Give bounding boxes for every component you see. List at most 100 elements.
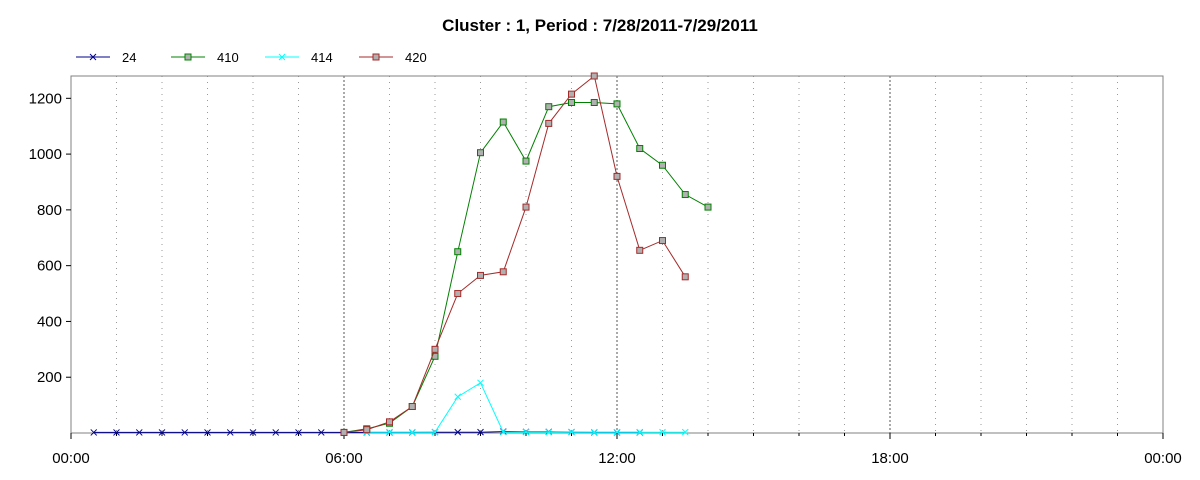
- data-point: [363, 426, 371, 434]
- data-point: [477, 149, 484, 157]
- marker-stroke: [590, 428, 598, 436]
- data-point: [386, 428, 393, 436]
- marker-stroke: [522, 428, 530, 436]
- data-point: [272, 429, 280, 436]
- data-point: [659, 237, 666, 245]
- grid: [116, 76, 1118, 433]
- data-point: [659, 161, 666, 169]
- marker-stroke: [568, 428, 575, 436]
- legend-marker: [372, 53, 380, 61]
- data-point: [568, 428, 575, 436]
- data-point: [90, 429, 98, 436]
- marker-stroke: [158, 429, 166, 436]
- marker-stroke: [181, 429, 189, 436]
- data-point: [613, 172, 621, 180]
- legend-marker: [89, 53, 97, 61]
- marker-stroke: [135, 429, 143, 436]
- legend-label: 410: [217, 50, 239, 65]
- x-tick-label: 06:00: [325, 450, 363, 467]
- marker-stroke: [278, 53, 286, 61]
- marker-stroke: [659, 428, 666, 436]
- data-point: [522, 428, 530, 436]
- y-tick-label: 200: [37, 369, 62, 386]
- marker-stroke: [89, 53, 97, 61]
- data-point: [636, 145, 644, 153]
- marker-stroke: [272, 429, 280, 436]
- data-point: [499, 428, 507, 436]
- data-point: [681, 191, 689, 199]
- data-point: [499, 268, 507, 276]
- data-point: [545, 103, 553, 111]
- data-point: [431, 345, 439, 353]
- marker-stroke: [477, 428, 484, 436]
- legend-label: 24: [122, 50, 136, 65]
- y-tick-label: 1200: [29, 90, 62, 107]
- data-point: [181, 429, 189, 436]
- legend-marker: [184, 53, 192, 61]
- legend: 24 410 414 420: [76, 50, 427, 65]
- data-point: [568, 90, 575, 98]
- series-410: [340, 98, 712, 436]
- data-point: [477, 428, 484, 436]
- marker-stroke: [499, 428, 507, 436]
- marker-stroke: [681, 428, 689, 436]
- data-point: [590, 98, 598, 106]
- data-point: [522, 157, 530, 165]
- data-point: [522, 203, 530, 211]
- series-group: [90, 72, 712, 436]
- legend-item-414: 414: [265, 50, 333, 65]
- y-tick-label: 1000: [29, 146, 62, 163]
- data-point: [590, 428, 598, 436]
- data-point: [454, 290, 462, 298]
- marker-stroke: [545, 428, 553, 436]
- x-tick-label: 12:00: [598, 450, 636, 467]
- data-point: [681, 428, 689, 436]
- x-tick-label: 18:00: [871, 450, 909, 467]
- data-point: [477, 379, 484, 387]
- x-axis: 00:00 06:00 12:00 18:00 00:00: [52, 433, 1182, 467]
- legend-item-24: 24: [76, 50, 136, 65]
- marker-stroke: [226, 429, 234, 436]
- data-point: [590, 72, 598, 80]
- data-point: [704, 203, 712, 211]
- marker-stroke: [317, 429, 325, 436]
- marker-stroke: [454, 428, 462, 436]
- x-tick-label: 00:00: [52, 450, 90, 467]
- y-tick-label: 800: [37, 202, 62, 219]
- data-point: [317, 429, 325, 436]
- x-tick-label: 00:00: [1144, 450, 1182, 467]
- data-point: [636, 428, 644, 436]
- marker-stroke: [204, 429, 211, 436]
- marker-stroke: [113, 429, 120, 436]
- data-point: [226, 429, 234, 436]
- data-point: [408, 428, 416, 436]
- data-point: [545, 119, 553, 127]
- marker-stroke: [408, 428, 416, 436]
- data-point: [499, 118, 507, 126]
- marker-stroke: [454, 393, 462, 401]
- marker-stroke: [90, 429, 98, 436]
- data-point: [454, 393, 462, 401]
- data-point: [386, 418, 393, 426]
- data-point: [636, 246, 644, 254]
- data-point: [135, 429, 143, 436]
- data-point: [454, 428, 462, 436]
- data-point: [454, 248, 462, 256]
- data-point: [408, 403, 416, 411]
- legend-item-420: 420: [359, 50, 427, 65]
- series-420: [340, 72, 689, 436]
- data-point: [204, 429, 211, 436]
- legend-label: 420: [405, 50, 427, 65]
- legend-label: 414: [311, 50, 333, 65]
- marker-stroke: [477, 379, 484, 387]
- y-tick-label: 400: [37, 313, 62, 330]
- data-point: [295, 429, 302, 436]
- marker-stroke: [613, 428, 621, 436]
- marker-stroke: [431, 428, 439, 436]
- data-point: [340, 428, 348, 436]
- chart-title: Cluster : 1, Period : 7/28/2011-7/29/201…: [442, 16, 758, 35]
- series-line: [343, 75, 686, 433]
- legend-marker: [278, 53, 286, 61]
- marker-stroke: [636, 428, 644, 436]
